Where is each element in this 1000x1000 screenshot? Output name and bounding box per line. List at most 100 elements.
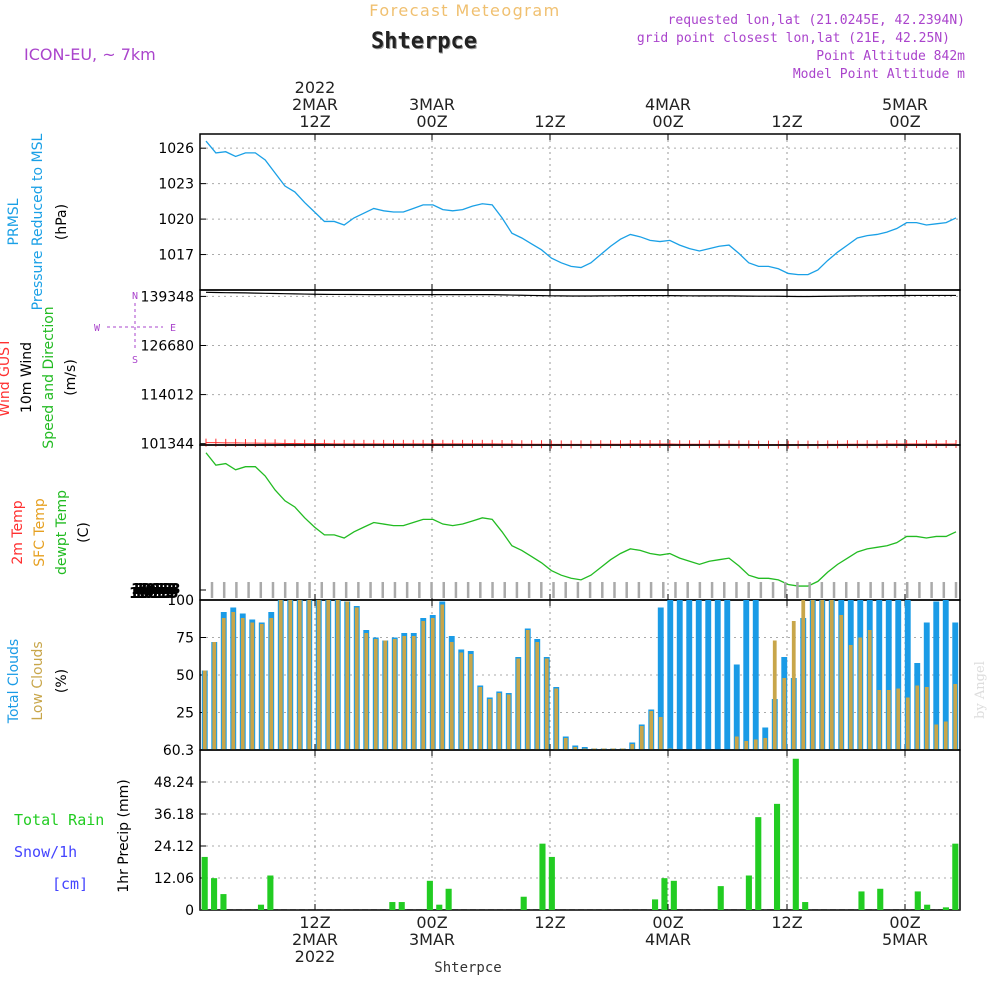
- pressure-line: [205, 140, 957, 276]
- dewpt-line: [205, 452, 957, 587]
- precip-bar: [257, 904, 265, 910]
- y-tick-label: 60.3: [163, 743, 194, 759]
- wind-panel: 101344 114012 126680 139348 Wind GUST 10m Win…: [0, 289, 961, 453]
- low-cloud-bar: [649, 711, 654, 750]
- precip-bar: [539, 843, 546, 910]
- low-cloud-bar: [345, 601, 350, 750]
- low-cloud-bar: [449, 642, 454, 750]
- y-tick-label: 1023: [158, 177, 194, 193]
- low-cloud-bar: [791, 621, 796, 750]
- bottom-time-label: 12Z: [299, 913, 330, 932]
- low-cloud-bar: [373, 639, 378, 750]
- low-cloud-bar: [934, 724, 939, 750]
- y-tick-label: 1013: [133, 584, 175, 602]
- temperature-panel: 2m Temp SFC Temp dewpt Temp (C) 101310131013…: [10, 444, 961, 602]
- low-cloud-bar: [563, 738, 568, 750]
- footer-location: Shterpce: [434, 960, 501, 976]
- low-cloud-bar: [782, 678, 787, 750]
- y-tick-label: 12.06: [154, 871, 194, 887]
- y-tick-label: 48.24: [154, 775, 194, 791]
- watermark: by Angel: [973, 661, 988, 719]
- compass-label: W: [94, 323, 101, 334]
- low-cloud-bar: [383, 640, 388, 750]
- low-cloud-bar: [839, 615, 844, 750]
- y-tick-label: 139348: [141, 289, 194, 305]
- wind-speed-line: [205, 291, 956, 298]
- forecast-meteogram-title: Forecast Meteogram: [369, 1, 560, 20]
- low-cloud-bar: [829, 600, 834, 750]
- precip-bar: [661, 878, 668, 910]
- total-cloud-bar: [714, 600, 721, 750]
- model-label: ICON-EU, ~ 7km: [24, 45, 156, 64]
- y-tick-label: 100: [167, 593, 194, 609]
- model-point-altitude: Model Point Altitude m: [793, 67, 965, 82]
- y-tick-label: 36.18: [154, 807, 194, 823]
- precip-bar: [520, 896, 527, 910]
- bottom-time-label: 2022: [295, 947, 336, 966]
- low-cloud-bar: [554, 688, 559, 750]
- low-cloud-bar: [288, 600, 293, 750]
- precip-bar: [445, 888, 452, 910]
- low-cloud-bar: [459, 652, 464, 750]
- panel-frame: [199, 289, 961, 446]
- low-cloud-bar: [734, 736, 739, 750]
- panel-ylabel: 10m Wind: [19, 342, 35, 413]
- precip-bar: [548, 856, 555, 910]
- top-time-label: 12Z: [534, 112, 565, 131]
- precip-bar: [773, 803, 781, 910]
- low-cloud-bar: [630, 744, 635, 750]
- panel-ylabel: Speed and Direction: [41, 306, 57, 448]
- location-title: Shterpce: [371, 29, 477, 54]
- panel-ylabel: SFC Temp: [32, 498, 48, 567]
- y-tick-label: 101344: [141, 437, 195, 453]
- panel-ylabel: (C): [76, 522, 92, 543]
- low-cloud-bar: [820, 600, 825, 750]
- top-time-label: 2022: [295, 78, 336, 97]
- y-tick-label: 126680: [141, 338, 194, 354]
- low-cloud-bar: [316, 600, 321, 750]
- precip-bar: [220, 894, 227, 910]
- low-cloud-bar: [658, 717, 663, 750]
- y-tick-label: 75: [176, 631, 194, 647]
- low-cloud-bar: [497, 693, 502, 750]
- low-cloud-bar: [335, 600, 340, 750]
- bottom-time-label: 00Z: [416, 913, 447, 932]
- precip-bar: [755, 817, 762, 910]
- low-cloud-bar: [392, 639, 397, 750]
- low-cloud-bar: [278, 600, 283, 750]
- low-cloud-bar: [478, 687, 483, 750]
- y-tick-label: 1013: [139, 580, 181, 598]
- total-cloud-bar: [885, 600, 892, 750]
- precip-bar: [389, 902, 396, 910]
- precip-bar: [745, 875, 752, 910]
- low-cloud-bar: [402, 636, 407, 750]
- low-cloud-bar: [753, 739, 758, 750]
- low-cloud-bar: [867, 630, 872, 750]
- precip-bar: [877, 888, 884, 910]
- panel-frame: [199, 444, 961, 601]
- total-cloud-bar: [876, 600, 883, 750]
- precip-bar: [952, 843, 959, 910]
- low-cloud-bar: [430, 618, 435, 750]
- bottom-time-label: 2MAR: [292, 930, 338, 949]
- requested-coords: requested lon,lat (21.0245E, 42.2394N): [668, 13, 965, 28]
- precip-bar: [670, 880, 677, 910]
- low-cloud-bar: [943, 721, 948, 750]
- precip-side-label: Total Rain: [14, 811, 104, 829]
- precip-bar: [201, 856, 208, 910]
- low-cloud-bar: [801, 600, 806, 750]
- low-cloud-bar: [810, 600, 815, 750]
- low-cloud-bar: [639, 726, 644, 750]
- bottom-time-label: 00Z: [652, 913, 683, 932]
- precip-bar: [211, 878, 218, 910]
- low-cloud-bar: [535, 642, 540, 750]
- precip-panel: 0 12.06 24.12 36.18 48.24 60.3 1hr Precip (mm)…: [14, 743, 961, 919]
- total-cloud-bar: [686, 600, 693, 750]
- total-cloud-bar: [752, 600, 759, 750]
- top-time-label: 12Z: [299, 112, 330, 131]
- total-cloud-bar: [667, 600, 674, 750]
- low-cloud-bar: [953, 684, 958, 750]
- top-time-label: 2MAR: [292, 95, 338, 114]
- precip-bar: [652, 899, 659, 910]
